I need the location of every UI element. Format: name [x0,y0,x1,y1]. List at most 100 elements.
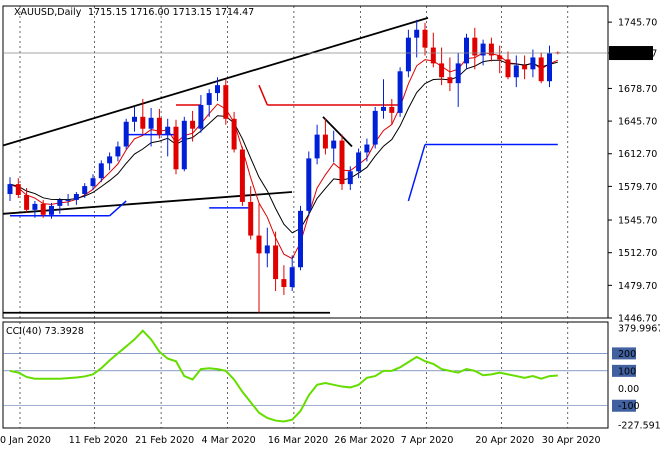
candle-body [248,201,254,236]
candle-body [181,120,187,170]
ohlc-header: 1715.15 1716.00 1713.15 1714.47 [88,7,254,18]
candle-body [439,63,445,78]
cci-y-tick-label: -227.591 [618,421,660,432]
candle-body [389,106,395,113]
candle-body [65,199,71,201]
candle-body [173,126,179,170]
candle-body [15,184,21,196]
candle-body [405,37,411,72]
candle-body [206,93,212,105]
cci-level-badge [612,364,636,377]
candle-body [223,85,229,119]
candle-body [331,140,337,149]
cci-y-tick-label: -100 [618,401,640,412]
candle-body [480,43,486,56]
candle-body [57,199,63,206]
main-chart-title: XAUUSD,Daily [14,7,82,18]
candle-body [298,210,303,268]
candle-body [314,134,320,159]
candle-body [464,37,469,64]
candle-body [472,37,478,56]
candle-body [156,117,162,135]
cci-level-badge [612,399,636,412]
candle-body [90,178,96,187]
candle-body [32,203,38,210]
upper-trendline [2,17,429,147]
candle-body [73,194,79,200]
x-tick-label: 21 Feb 2020 [135,435,194,446]
cci-panel-frame [2,321,609,429]
candle-body [522,65,528,70]
main-panel-frame [2,5,609,319]
candle-body [356,152,362,172]
candle-body [347,171,353,185]
candlesticks [3,19,608,313]
candle-body [281,279,287,288]
candle-body [165,126,171,135]
candle-body [381,106,386,111]
y-tick-label: 1745.70 [618,18,657,29]
x-tick-label: 30 Apr 2020 [542,435,601,446]
candle-body [397,71,403,113]
candle-body [7,184,13,195]
x-tick-label: 7 Apr 2020 [401,435,454,446]
candle-body [455,63,461,84]
y-tick-label: 1446.70 [618,314,657,325]
y-tick-label: 1479.70 [618,281,657,292]
chart-frames [2,5,609,429]
x-tick-label: 30 Jan 2020 [0,435,51,446]
x-tick-label: 11 Feb 2020 [69,435,128,446]
support-step-line [109,200,127,217]
candle-body [107,156,113,164]
cci-line [9,329,558,423]
candle-body [322,134,328,149]
candle-body [123,121,129,147]
candle-body [273,245,279,280]
candle-body [339,140,345,185]
cci-y-tick-label: 0.00 [618,384,639,395]
candle-body [82,186,88,195]
candle-body [239,149,245,202]
y-tick-label: 1645.70 [618,117,657,128]
cci-y-tick-label: 200 [618,349,636,360]
candle-body [198,104,204,129]
y-tick-label: 1678.70 [618,84,657,95]
candle-body [488,43,494,56]
candle-body [190,120,196,129]
candle-body [24,195,30,210]
candle-body [430,47,436,64]
candle-body [372,110,378,145]
candle-body [538,57,544,82]
x-tick-label: 4 Mar 2020 [202,435,256,446]
fast-average-line [9,52,558,260]
candle-body [256,235,262,254]
cci-panel [3,329,608,423]
cci-level-badge [612,347,636,360]
candle-body [306,158,312,211]
candle-body [364,144,370,153]
candle-body [547,53,552,82]
candle-body [530,57,536,70]
y-tick-label: 1545.70 [618,216,657,227]
resistance-step-line [258,84,268,106]
candle-body [289,267,295,288]
candle-body [132,116,137,122]
current-price-badge [609,46,653,61]
candle-body [98,163,104,179]
candle-body [414,29,420,38]
candle-body [264,245,270,254]
cci-y-tick-label: 100 [618,366,636,377]
candle-body [40,203,46,215]
candle-body [215,85,220,94]
x-tick-label: 26 Mar 2020 [334,435,394,446]
x-tick-label: 20 Apr 2020 [475,435,534,446]
candle-body [49,205,54,215]
y-tick-label: 1512.70 [618,248,657,259]
support-step-line [407,144,426,202]
y-tick-label: 1612.70 [618,149,657,160]
candle-body [231,118,237,150]
candle-body [422,29,428,48]
grid-lines [19,6,569,428]
candle-body [447,77,453,84]
axis-labels: 1745.70 1714.47 1678.70 1645.70 1612.70 1579.… [0,18,660,446]
